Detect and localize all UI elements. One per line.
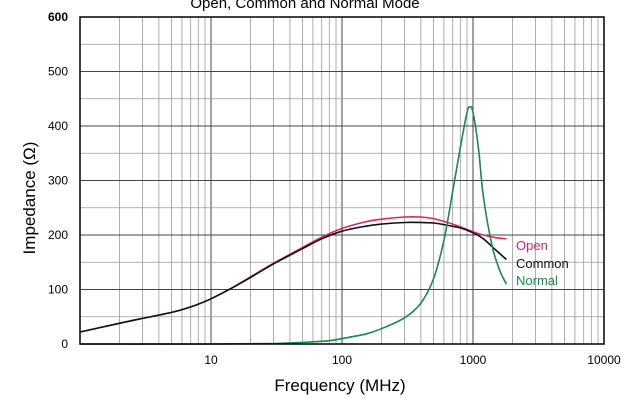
legend: Open Common Normal bbox=[516, 238, 569, 288]
y-tick-label: 0 bbox=[61, 337, 68, 351]
x-tick-label: 100 bbox=[332, 353, 352, 367]
x-tick-label: 1000 bbox=[460, 353, 487, 367]
legend-label-open: Open bbox=[516, 238, 548, 253]
y-tick-label: 600 bbox=[48, 10, 68, 24]
chart-title: Open, Common and Normal Mode bbox=[190, 0, 419, 12]
y-tick-label: 400 bbox=[48, 119, 68, 133]
y-tick-label: 100 bbox=[48, 283, 68, 297]
series-line-common bbox=[79, 221, 507, 333]
legend-label-normal: Normal bbox=[516, 273, 558, 288]
y-tick-label: 300 bbox=[48, 174, 68, 188]
series-line-normal bbox=[79, 106, 508, 345]
plot-frame bbox=[79, 16, 605, 345]
series-lines bbox=[79, 106, 508, 345]
x-tick-labels: 10 100 1000 10000 bbox=[204, 353, 621, 367]
grid bbox=[80, 17, 604, 344]
x-tick-label: 10000 bbox=[587, 353, 621, 367]
x-tick-label: 10 bbox=[204, 353, 218, 367]
y-tick-label: 500 bbox=[48, 65, 68, 79]
y-tick-labels: 0 100 200 300 400 500 600 bbox=[48, 10, 68, 351]
x-axis-title: Frequency (MHz) bbox=[274, 376, 405, 395]
y-axis-title: Impedance (Ω) bbox=[20, 142, 39, 255]
series-line-open bbox=[79, 215, 507, 333]
y-tick-label: 200 bbox=[48, 228, 68, 242]
legend-label-common: Common bbox=[516, 256, 569, 271]
